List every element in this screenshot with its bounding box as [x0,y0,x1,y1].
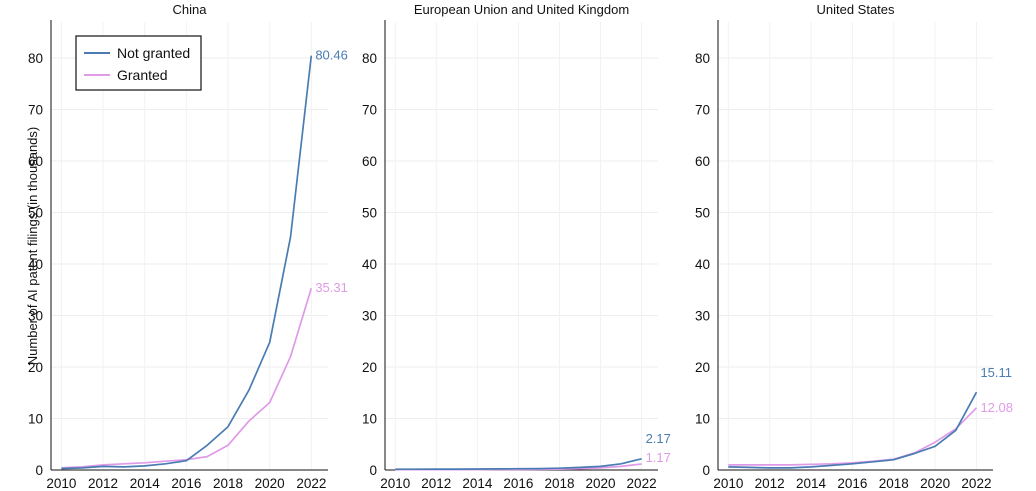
series-line-not-granted [395,457,642,471]
x-tick-label: 2022 [296,476,326,491]
y-tick-label: 10 [362,412,377,427]
x-tick-label: 2010 [380,476,410,491]
y-tick-label: 40 [695,257,710,272]
x-tick-label: 2010 [46,476,76,491]
y-tick-label: 50 [695,206,710,221]
y-tick-label: 0 [702,463,710,478]
y-tick-label: 0 [35,463,43,478]
x-tick-label: 2016 [171,476,201,491]
end-label-granted: 1.17 [646,450,671,465]
series-line-granted [728,407,978,466]
panel-2: 0 10 20 30 40 50 60 70 80 2010 2012 2014 2016 2018 202… [695,2,1013,491]
y-tick-label: 60 [362,154,377,169]
x-tick-label: 2014 [796,476,827,491]
x-tick-label: 2022 [961,476,991,491]
y-tick-label: 80 [362,51,377,66]
y-tick-label: 80 [28,51,43,66]
legend-label-granted: Granted [117,67,168,83]
end-label-not-granted: 80.46 [315,48,348,63]
x-tick-label: 2018 [213,476,243,491]
y-tick-label: 70 [28,103,43,118]
y-tick-label: 40 [362,257,377,272]
x-tick-label: 2020 [920,476,950,491]
y-tick-label: 40 [28,257,43,272]
x-tick-label: 2016 [503,476,533,491]
y-tick-label: 10 [28,412,43,427]
series-line-not-granted [728,391,978,469]
y-tick-label: 60 [28,154,43,169]
legend: Not granted Granted [75,35,202,91]
panel-title: China [173,2,208,17]
y-tick-label: 50 [28,206,43,221]
x-tick-label: 2016 [837,476,867,491]
y-tick-label: 20 [695,360,710,375]
end-label-granted: 12.08 [980,400,1013,415]
end-label-not-granted: 15.11 [980,365,1012,380]
y-tick-label: 70 [362,103,377,118]
legend-box [75,35,202,91]
y-tick-label: 30 [362,309,377,324]
y-axis-label: Number of AI patent filings (in thousand… [25,127,40,365]
y-tick-label: 0 [369,463,377,478]
panel-1: 0 10 20 30 40 50 60 70 80 2010 2012 2014 2016 2018 202… [362,2,671,491]
y-tick-label: 30 [695,309,710,324]
panel-0: 0 10 20 30 40 50 60 70 80 2010 2012 2014 2016 2018 202… [28,2,348,491]
legend-label-not-granted: Not granted [117,45,190,61]
y-tick-label: 60 [695,154,710,169]
x-tick-label: 2022 [627,476,657,491]
y-tick-label: 20 [362,360,377,375]
x-tick-label: 2014 [462,476,493,491]
x-tick-label: 2012 [755,476,785,491]
x-tick-label: 2014 [130,476,161,491]
x-tick-label: 2020 [255,476,285,491]
x-tick-label: 2018 [544,476,574,491]
end-label-granted: 35.31 [315,280,348,295]
x-tick-label: 2010 [713,476,743,491]
y-tick-label: 30 [28,309,43,324]
panel-title: United States [816,2,895,17]
end-label-not-granted: 2.17 [646,431,671,446]
x-tick-label: 2020 [586,476,616,491]
x-tick-label: 2012 [88,476,118,491]
y-tick-label: 20 [28,360,43,375]
panel-title: European Union and United Kingdom [414,2,629,17]
x-tick-label: 2012 [421,476,451,491]
y-tick-label: 10 [695,412,710,427]
y-tick-label: 70 [695,103,710,118]
x-tick-label: 2018 [879,476,909,491]
y-tick-label: 80 [695,51,710,66]
series-line-not-granted [61,55,313,470]
y-tick-label: 50 [362,206,377,221]
